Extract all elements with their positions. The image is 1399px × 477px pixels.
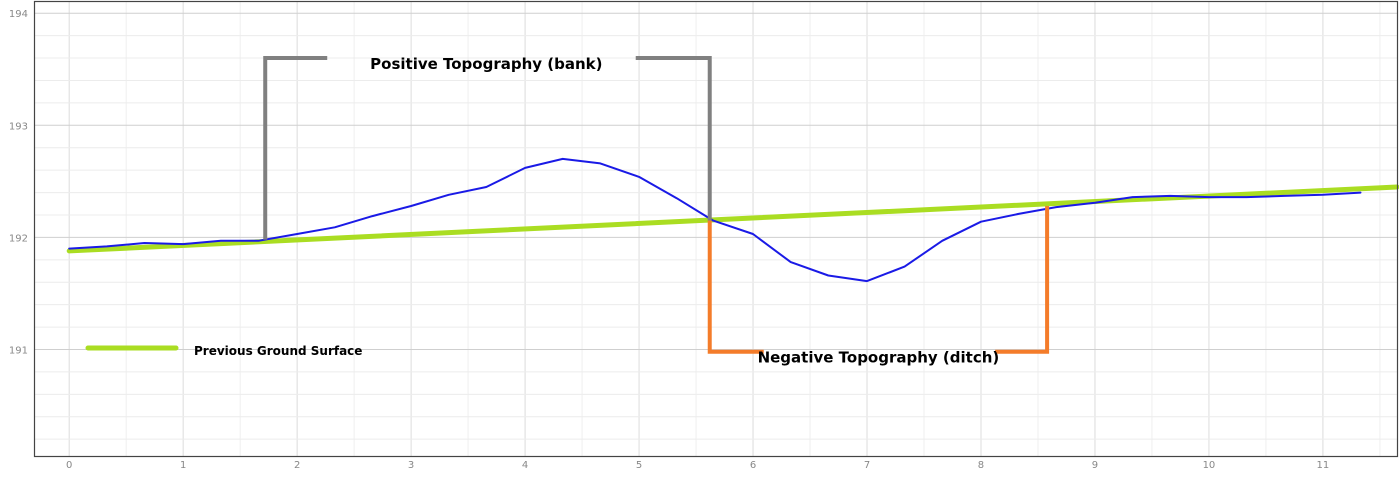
x-tick-label: 5: [636, 460, 642, 471]
bank-annotation-label: Positive Topography (bank): [370, 55, 602, 73]
x-tick-label: 9: [1092, 460, 1098, 471]
ditch-bracket-right: [995, 206, 1050, 354]
ditch-bracket-left: [707, 220, 764, 354]
x-tick-label: 4: [522, 460, 528, 471]
legend-label-previous-ground-surface: Previous Ground Surface: [194, 344, 362, 358]
y-tick-label: 192: [9, 233, 28, 244]
plot-frame: [33, 0, 1399, 458]
ditch-annotation-label: Negative Topography (ditch): [758, 349, 1000, 367]
y-tick-label: 191: [9, 346, 28, 357]
series-line-profile: [68, 157, 1362, 283]
x-tick-label: 0: [66, 460, 72, 471]
x-tick-label: 3: [408, 460, 414, 471]
x-tick-label: 6: [750, 460, 756, 471]
y-tick-label: 193: [9, 121, 28, 132]
annotation-layer: Positive Topography (bank) Negative Topog…: [85, 55, 1050, 367]
series-line-previous-ground-surface: [66, 184, 1399, 254]
x-tick-label: 8: [978, 460, 984, 471]
x-tick-label: 1: [180, 460, 186, 471]
grid-layer: [35, 2, 1397, 456]
series-layer: [66, 157, 1399, 283]
x-tick-label: 7: [864, 460, 870, 471]
x-tick-label: 10: [1203, 460, 1216, 471]
y-tick-label: 194: [9, 9, 28, 20]
x-tick-label: 11: [1317, 460, 1330, 471]
bank-bracket-right: [635, 56, 712, 221]
x-tick-label: 2: [294, 460, 300, 471]
tick-label-layer: 0 1 2 3 4 5 6 7 8 9 10 11 191 192 193 194: [9, 9, 1329, 471]
bank-bracket-left: [263, 56, 328, 240]
